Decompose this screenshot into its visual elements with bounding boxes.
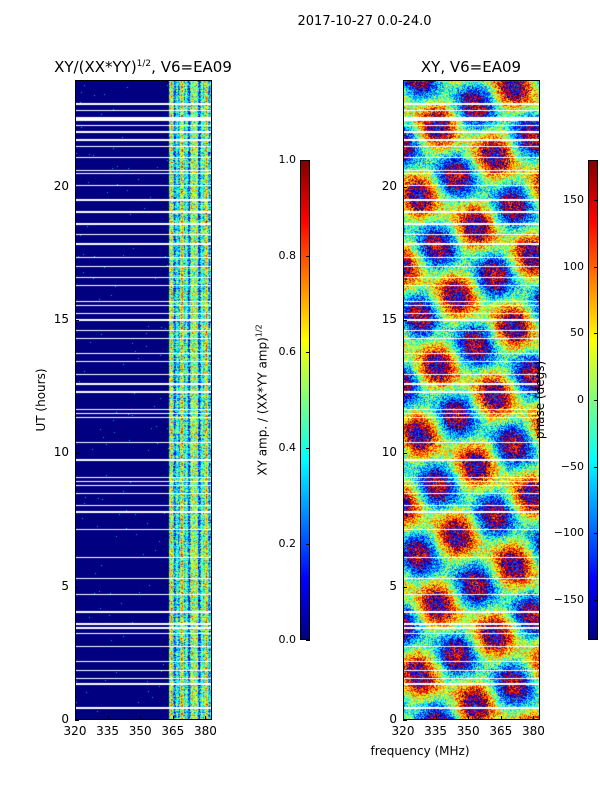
phase-x-tick-mark <box>468 716 470 720</box>
phase-plot-title: XY, V6=EA09 <box>420 58 522 76</box>
amp-y-tick-label: 15 <box>53 312 69 326</box>
phase-y-tick-mark <box>403 586 407 588</box>
phase-colorbar-tick-label: 0 <box>577 393 584 406</box>
phase-colorbar-tick-mark <box>594 466 598 468</box>
amp-colorbar-label: XY amp. / (XX*YY amp)1/2 <box>254 324 270 476</box>
phase-x-tick-mark <box>533 716 535 720</box>
amp-plot-frame <box>75 80 212 720</box>
amp-colorbar-tick-label: 0.4 <box>278 441 297 454</box>
amp-y-tick-label: 20 <box>53 178 69 193</box>
phase-x-tick-label: 365 <box>489 724 513 738</box>
amp-x-tick-label: 320 <box>63 724 87 738</box>
phase-x-tick-mark <box>500 716 502 720</box>
phase-y-tick-label: 15 <box>381 312 397 326</box>
phase-colorbar-tick-mark <box>594 600 598 601</box>
phase-colorbar-tick-label: −150 <box>553 593 584 606</box>
amp-y-tick-label: 0 <box>61 712 69 726</box>
phase-y-tick-label: 10 <box>381 445 397 460</box>
phase-colorbar <box>588 160 598 640</box>
amp-heatmap <box>75 80 212 720</box>
phase-colorbar-tick-mark <box>594 400 598 401</box>
amp-x-tick-mark <box>205 716 207 720</box>
phase-x-tick-label: 335 <box>424 724 448 738</box>
amp-colorbar-tick-label: 0.8 <box>278 249 297 262</box>
phase-colorbar-tick-label: 50 <box>570 326 584 340</box>
frequency-axis-label: frequency (MHz) <box>370 744 470 758</box>
amp-plot-title: XY/(XX*YY)1/2, V6=EA09 <box>54 58 232 76</box>
phase-y-tick-mark <box>403 186 407 188</box>
phase-x-tick-label: 350 <box>456 724 480 738</box>
amp-x-tick-mark <box>140 716 142 720</box>
amp-x-tick-label: 335 <box>96 724 120 738</box>
amp-x-tick-label: 365 <box>161 724 185 738</box>
amp-colorbar <box>300 160 310 640</box>
amp-y-axis-label: UT (hours) <box>34 368 48 432</box>
phase-colorbar-tick-label: −100 <box>553 526 584 540</box>
amp-x-tick-mark <box>75 716 76 720</box>
amp-y-tick-mark <box>75 586 79 588</box>
amp-colorbar-tick-label: 0.6 <box>278 345 297 358</box>
amp-x-tick-mark <box>107 716 109 720</box>
amp-colorbar-tick-mark <box>306 448 310 449</box>
amp-y-tick-mark <box>75 453 79 455</box>
amp-y-tick-mark <box>75 320 79 321</box>
amp-x-tick-label: 380 <box>194 724 217 738</box>
amp-x-tick-mark <box>172 716 174 720</box>
phase-colorbar-tick-mark <box>594 266 598 268</box>
phase-colorbar-tick-label: 100 <box>563 259 584 273</box>
phase-y-tick-label: 20 <box>381 178 397 193</box>
phase-colorbar-tick-mark <box>594 333 598 335</box>
amp-colorbar-tick-label: 1.0 <box>278 153 297 166</box>
amp-colorbar-tick-mark <box>306 256 310 257</box>
amp-colorbar-tick-label: 0.0 <box>278 633 297 646</box>
phase-x-tick-mark <box>403 716 404 720</box>
phase-colorbar-label: phase (degs) <box>533 360 547 440</box>
phase-colorbar-tick-label: −50 <box>560 459 584 473</box>
amp-y-tick-label: 5 <box>61 578 69 593</box>
phase-colorbar-tick-label: 150 <box>563 193 584 206</box>
phase-plot-frame <box>403 80 540 720</box>
phase-x-tick-label: 380 <box>522 724 545 738</box>
amp-colorbar-tick-mark <box>306 352 310 353</box>
amp-y-tick-label: 10 <box>53 445 69 460</box>
phase-y-tick-mark <box>403 320 407 321</box>
phase-x-tick-label: 320 <box>391 724 415 738</box>
phase-y-tick-label: 5 <box>389 578 397 593</box>
phase-y-tick-mark <box>403 453 407 455</box>
phase-y-tick-mark <box>403 720 407 721</box>
figure-suptitle: 2017-10-27 0.0-24.0 <box>297 14 432 29</box>
amp-colorbar-tick-label: 0.2 <box>278 537 297 550</box>
amp-colorbar-tick-mark <box>306 160 310 161</box>
amp-colorbar-tick-mark <box>306 640 310 641</box>
phase-colorbar-tick-mark <box>594 533 598 535</box>
phase-heatmap <box>403 80 540 720</box>
phase-colorbar-tick-mark <box>594 200 598 201</box>
amp-x-tick-label: 350 <box>128 724 152 738</box>
phase-x-tick-mark <box>435 716 437 720</box>
amp-colorbar-frame <box>300 160 310 640</box>
amp-y-tick-mark <box>75 720 79 721</box>
amp-y-tick-mark <box>75 186 79 188</box>
amp-colorbar-tick-mark <box>306 544 310 545</box>
phase-y-tick-label: 0 <box>389 712 397 726</box>
